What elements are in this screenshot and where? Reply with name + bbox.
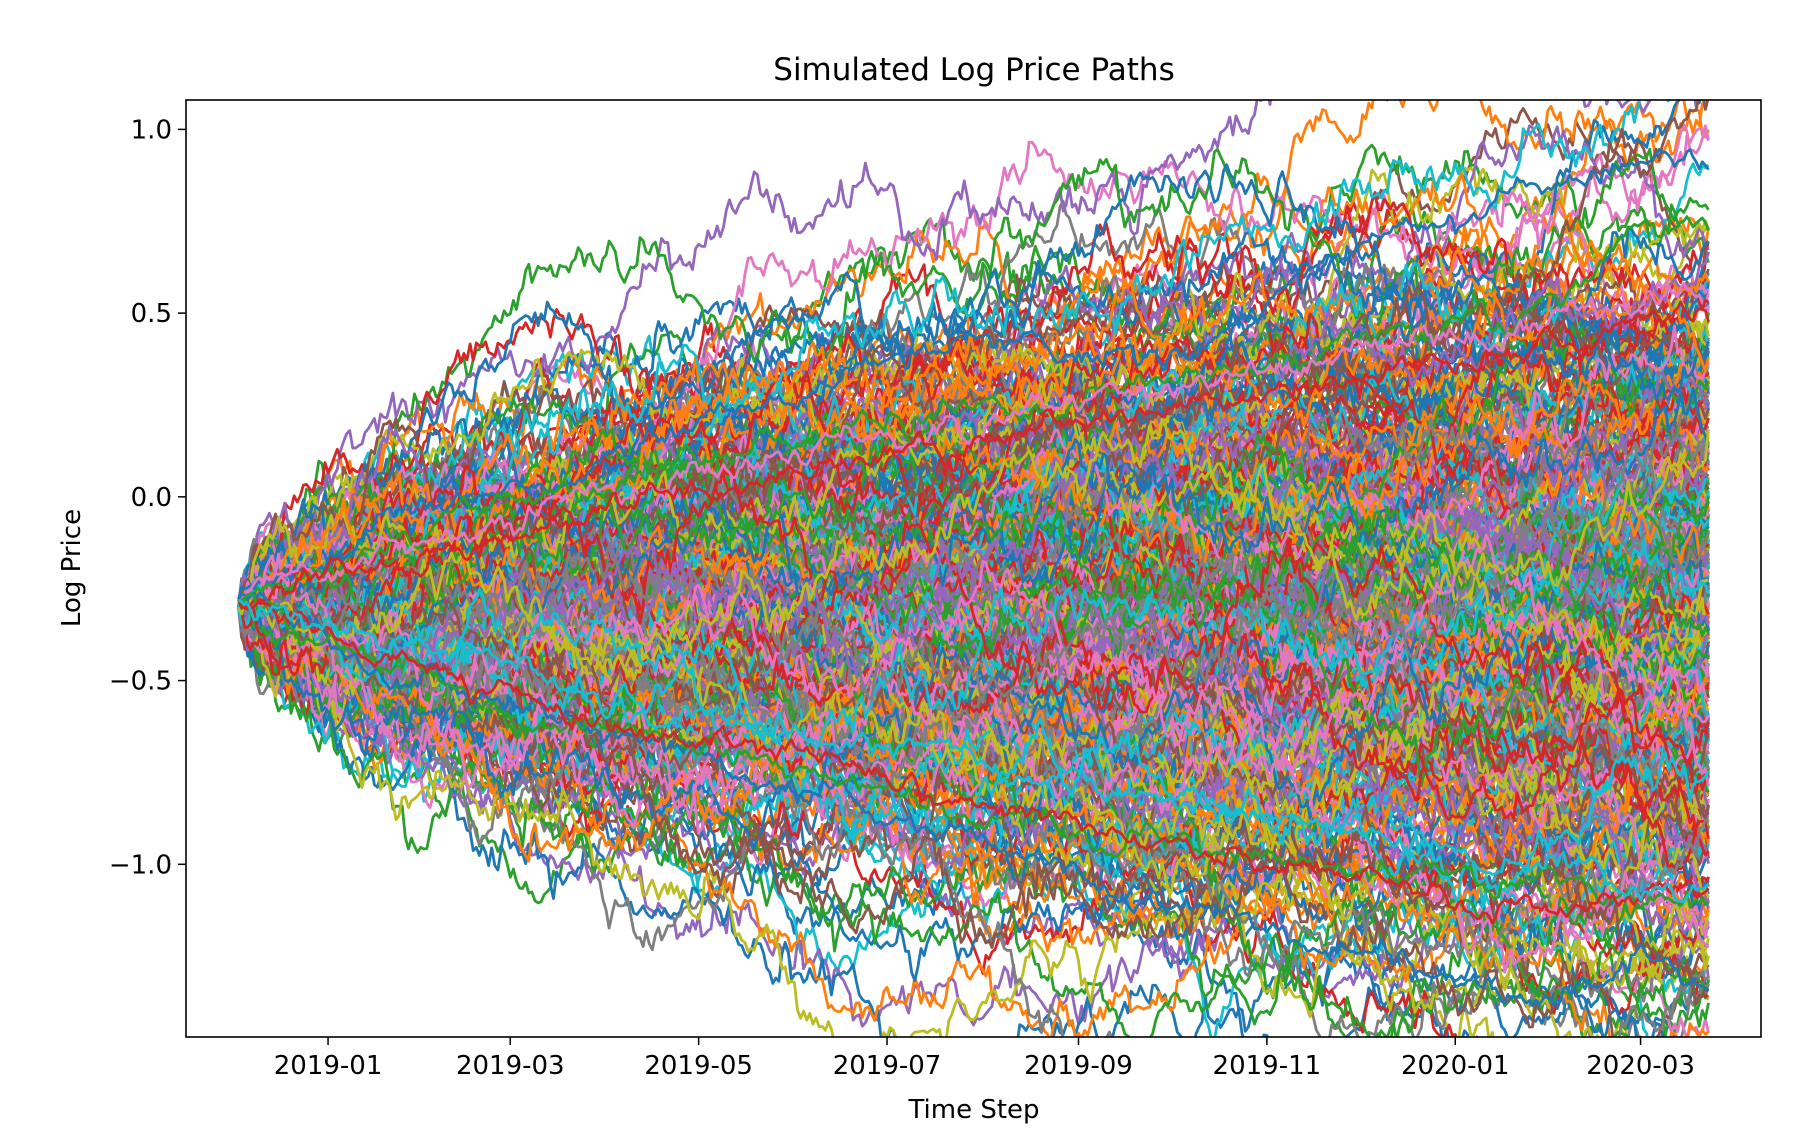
y-tick-label: −0.5 — [109, 667, 172, 697]
x-axis-label: Time Step — [907, 1095, 1039, 1125]
y-tick-label: 0.0 — [131, 483, 172, 513]
chart-title: Simulated Log Price Paths — [773, 52, 1174, 88]
x-tick-label: 2019-09 — [1024, 1051, 1133, 1081]
path-line — [237, 604, 1710, 1016]
x-tick-label: 2020-01 — [1401, 1051, 1510, 1081]
path-line — [237, 580, 1710, 1037]
x-tick-label: 2019-03 — [456, 1051, 565, 1081]
x-tick-label: 2019-07 — [833, 1051, 942, 1081]
x-tick-label: 2020-03 — [1586, 1051, 1695, 1081]
y-tick-label: 0.5 — [131, 299, 172, 329]
path-line — [237, 100, 1709, 608]
x-tick-label: 2019-11 — [1213, 1051, 1322, 1081]
y-tick-label: 1.0 — [131, 115, 172, 145]
simulated-paths — [237, 100, 1710, 1037]
y-axis-label: Log Price — [57, 509, 87, 627]
x-tick-label: 2019-01 — [274, 1051, 383, 1081]
y-tick-label: −1.0 — [109, 850, 172, 880]
x-tick-label: 2019-05 — [644, 1051, 753, 1081]
